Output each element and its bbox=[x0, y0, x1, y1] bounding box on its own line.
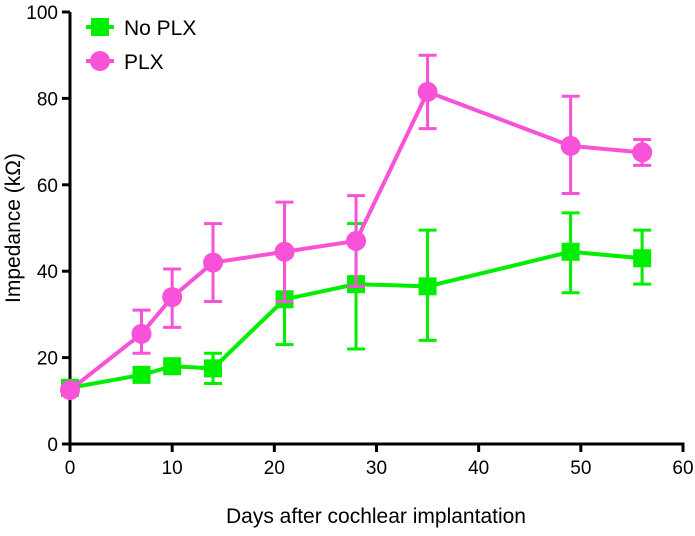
x-axis-label: Days after cochlear implantation bbox=[226, 505, 526, 528]
x-tick-label: 0 bbox=[65, 458, 76, 479]
plot-area bbox=[60, 53, 653, 400]
y-tick-label: 0 bbox=[47, 435, 58, 456]
legend-label: No PLX bbox=[124, 17, 196, 40]
data-point bbox=[163, 357, 182, 376]
axes: 0 20 40 60 80 100 0 10 20 30 40 50 60 bbox=[26, 3, 693, 479]
legend-label: PLX bbox=[124, 51, 164, 74]
data-point bbox=[162, 287, 183, 308]
x-tick-label: 40 bbox=[468, 458, 489, 479]
data-point bbox=[346, 230, 367, 251]
data-point bbox=[632, 142, 653, 163]
data-point bbox=[561, 242, 580, 261]
data-point bbox=[418, 277, 437, 296]
legend-item: No PLX bbox=[86, 17, 196, 40]
data-point bbox=[204, 359, 223, 378]
y-tick-label: 40 bbox=[37, 262, 58, 283]
y-tick-label: 20 bbox=[37, 349, 58, 370]
data-point bbox=[203, 252, 224, 273]
y-tick-label: 100 bbox=[26, 3, 58, 24]
circle-marker-icon bbox=[90, 51, 110, 71]
x-tick-label: 60 bbox=[672, 458, 693, 479]
legend: No PLX PLX bbox=[86, 17, 196, 74]
series-plx bbox=[60, 53, 653, 400]
y-tick-label: 80 bbox=[37, 89, 58, 110]
data-point bbox=[131, 323, 152, 344]
x-tick-label: 10 bbox=[162, 458, 183, 479]
y-tick-label: 60 bbox=[37, 176, 58, 197]
x-tick-label: 30 bbox=[366, 458, 387, 479]
data-point bbox=[560, 135, 581, 156]
x-tick-label: 20 bbox=[264, 458, 285, 479]
square-marker-icon bbox=[91, 18, 109, 36]
data-point bbox=[274, 241, 295, 262]
x-tick-label: 50 bbox=[570, 458, 591, 479]
legend-item: PLX bbox=[86, 51, 164, 74]
data-point bbox=[132, 365, 151, 384]
data-point bbox=[417, 81, 438, 102]
data-point bbox=[633, 249, 652, 268]
y-axis-label: Impedance (kΩ) bbox=[2, 153, 25, 303]
data-point bbox=[60, 380, 80, 400]
